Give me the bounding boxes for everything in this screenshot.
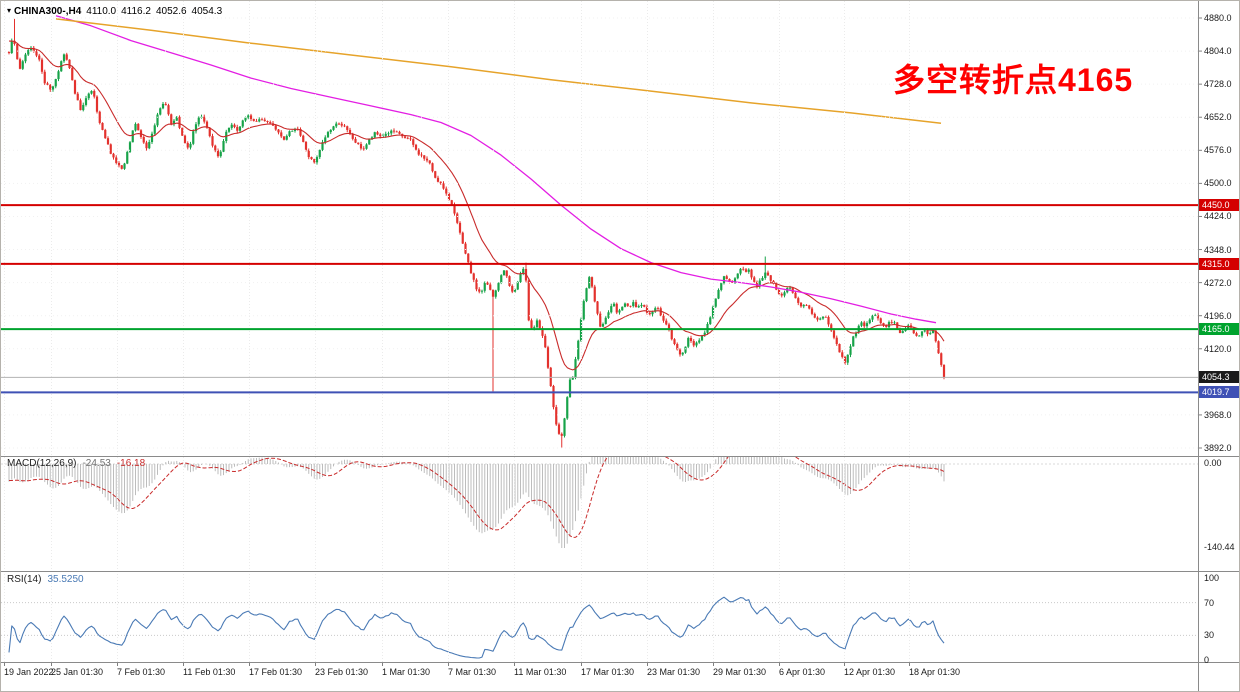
- macd-value: -24.53: [82, 458, 111, 469]
- rsi-value: 35.5250: [47, 574, 84, 585]
- ohlc-open: 4110.0: [86, 6, 117, 17]
- rsi-indicator-label: RSI(14) 35.5250: [7, 574, 90, 585]
- ohlc-low: 4052.6: [155, 6, 187, 17]
- annotation-text[interactable]: 多空转折点4165: [893, 62, 1134, 98]
- chart-menu-icon[interactable]: ▾: [7, 6, 12, 15]
- macd-indicator-label: MACD(12,26,9) -24.53 -16.18: [7, 458, 151, 469]
- symbol-header: ▾ CHINA300-,H4 4110.0 4116.2 4052.6 4054.3: [7, 6, 227, 17]
- ohlc-close: 4054.3: [191, 6, 223, 17]
- rsi-title: RSI(14): [7, 574, 42, 585]
- ohlc-high: 4116.2: [121, 6, 151, 17]
- macd-signal-value: -16.18: [116, 458, 146, 469]
- macd-title: MACD(12,26,9): [7, 458, 77, 469]
- symbol-name: CHINA300-,H4: [14, 6, 82, 17]
